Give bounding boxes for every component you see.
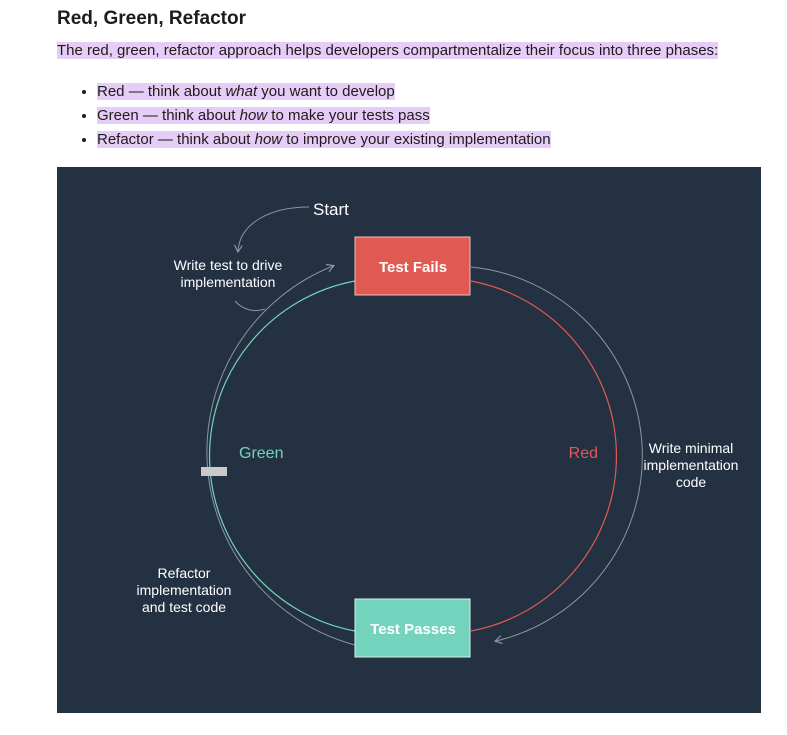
phase-name: Refactor: [97, 131, 154, 148]
write-minimal-line2: implementation: [644, 457, 739, 473]
refactor-line2: implementation: [137, 582, 232, 598]
start-arrow: [238, 206, 310, 251]
phase-rest: to make your tests pass: [267, 107, 430, 124]
section-heading: Red, Green, Refactor: [57, 8, 246, 29]
phase-dash: — think about: [153, 131, 255, 148]
write-test-line2: implementation: [181, 274, 276, 290]
red-label: Red: [569, 445, 598, 462]
green-arc: [209, 280, 356, 632]
phases-list: Red — think about what you want to devel…: [57, 80, 551, 152]
test-passes-label: Test Passes: [370, 621, 456, 638]
intro-paragraph: The red, green, refactor approach helps …: [57, 42, 719, 60]
phase-rest: you want to develop: [257, 83, 395, 100]
write-test-line1: Write test to drive: [174, 257, 283, 273]
phase-dash: — think about: [138, 107, 240, 124]
write-minimal-line1: Write minimal: [649, 440, 734, 456]
test-fails-label: Test Fails: [379, 259, 447, 276]
phase-dash: — think about: [124, 83, 226, 100]
start-label: Start: [313, 200, 349, 219]
start-tail: [234, 300, 266, 312]
phase-name: Green: [97, 107, 139, 124]
intro-text: The red, green, refactor approach helps …: [57, 42, 719, 59]
diagram-canvas: Test Fails Test Passes Start Green Red W…: [137, 200, 739, 658]
outer-arrow-left: [206, 266, 356, 646]
green-label: Green: [239, 445, 283, 462]
refactor-line1: Refactor: [158, 565, 211, 581]
refactor-line3: and test code: [142, 599, 226, 615]
write-minimal-line3: code: [676, 474, 707, 490]
list-item-refactor: Refactor — think about how to improve yo…: [97, 128, 551, 152]
phase-emphasis: what: [225, 83, 258, 100]
test-passes-box: [354, 598, 471, 658]
left-marker: [201, 467, 227, 476]
phase-rest: to improve your existing implementation: [282, 131, 551, 148]
tdd-cycle-diagram: Test Fails Test Passes Start Green Red W…: [57, 167, 761, 713]
phase-name: Red: [97, 83, 125, 100]
phase-emphasis: how: [254, 131, 283, 148]
list-item-red: Red — think about what you want to devel…: [97, 80, 551, 104]
red-arc: [470, 280, 617, 632]
outer-arrow-right: [470, 266, 643, 641]
phase-emphasis: how: [239, 107, 268, 124]
list-item-green: Green — think about how to make your tes…: [97, 104, 551, 128]
test-fails-box: [354, 236, 471, 296]
